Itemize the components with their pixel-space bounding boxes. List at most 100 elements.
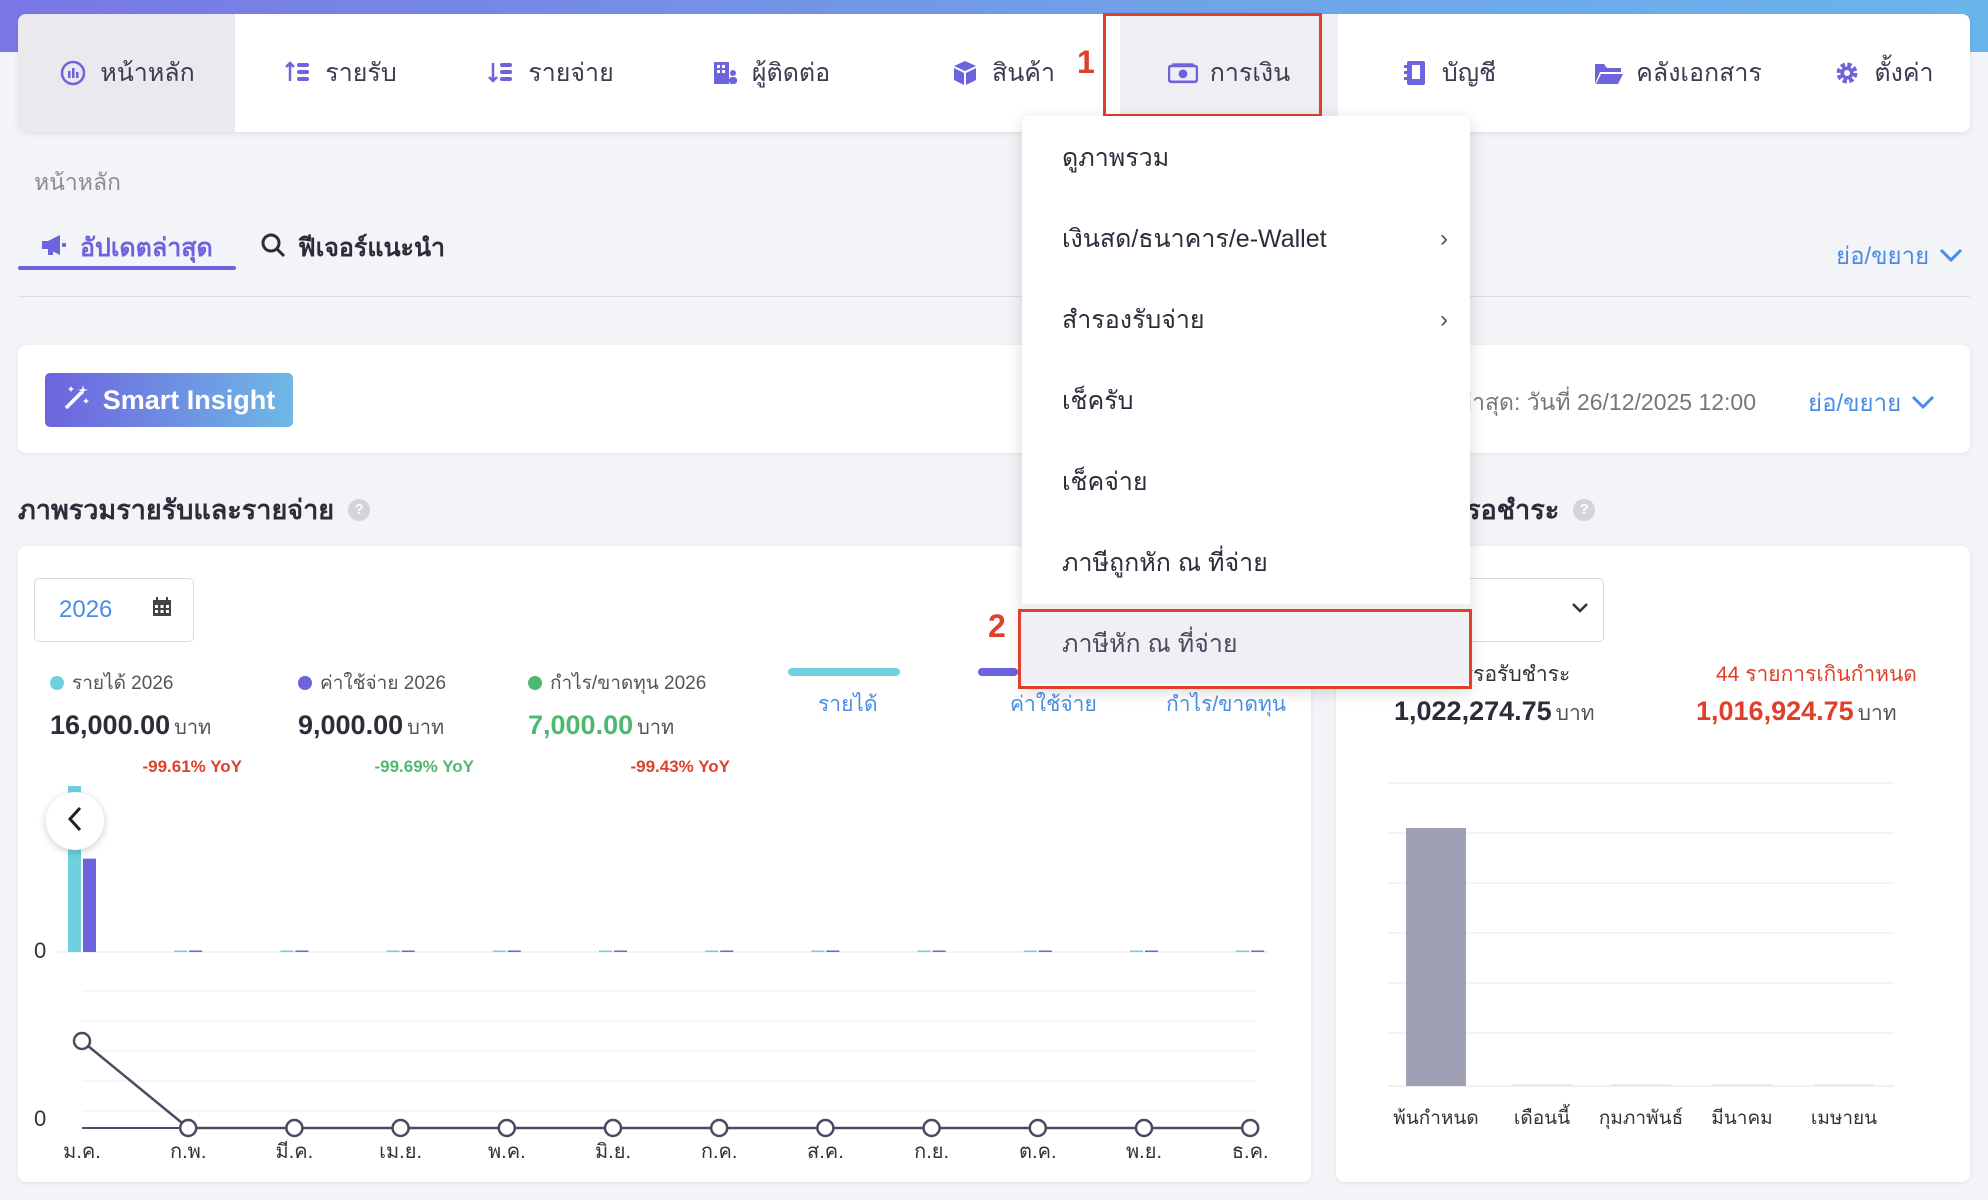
receivable-bar — [1814, 1084, 1874, 1086]
overdue-value: 1,016,924.75 — [1696, 696, 1854, 726]
tab-label: ฟีเจอร์แนะนำ — [298, 234, 446, 262]
profit-line — [81, 1040, 1251, 1130]
chevron-down-icon — [1571, 601, 1589, 619]
dropdown-item[interactable]: ดูภาพรวม — [1022, 118, 1470, 198]
collapse-toggle-updates[interactable]: ย่อ/ขยาย — [1836, 236, 1963, 275]
receivable-bar — [1611, 1084, 1671, 1086]
nav-item-finance[interactable]: การเงิน — [1120, 14, 1338, 132]
dropdown-item[interactable]: ภาษีถูกหัก ณ ที่จ่าย — [1022, 523, 1470, 603]
receivable-chart: พ้นกำหนด เดือนนี้ กุมภาพันธ์ มีนาคม เมษายน — [1388, 782, 1894, 1130]
x-tick-label: มิ.ย. — [595, 1141, 631, 1163]
bar-expense — [401, 950, 415, 952]
stat-unit: บาท — [407, 717, 445, 739]
dropdown-item-label: ดูภาพรวม — [1062, 144, 1170, 172]
smart-insight-button[interactable]: Smart Insight — [45, 373, 293, 427]
dropdown-item[interactable]: เงินสด/ธนาคาร/e-Wallet › — [1022, 199, 1470, 279]
year-picker[interactable]: 2026 — [34, 578, 194, 642]
chart-prev-button[interactable] — [46, 792, 104, 850]
nav-label: รายรับ — [325, 59, 397, 87]
income-dot — [50, 676, 64, 690]
x-tick-label: พ.ค. — [488, 1141, 526, 1163]
nav-label: การเงิน — [1209, 59, 1291, 87]
dropdown-item-label: เช็คจ่าย — [1062, 468, 1148, 496]
bar-income — [705, 950, 719, 952]
x-tick-label: เมษายน — [1811, 1108, 1877, 1129]
stat-label: รายได้ 2026 — [72, 673, 174, 694]
x-tick-label: พ้นกำหนด — [1393, 1108, 1479, 1129]
stat-value: 9,000.00 — [298, 710, 404, 740]
tab-latest-updates[interactable]: อัปเดตล่าสุด — [40, 228, 213, 268]
help-icon[interactable]: ? — [1573, 498, 1596, 521]
dropdown-item[interactable]: เช็ครับ — [1022, 361, 1470, 441]
dropdown-item-label: ภาษีหัก ณ ที่จ่าย — [1062, 630, 1238, 658]
legend-profit[interactable]: กำไร/ขาดทุน — [1166, 693, 1287, 716]
help-icon[interactable]: ? — [348, 498, 371, 521]
chevron-down-icon — [1911, 389, 1935, 417]
nav-item-expense[interactable]: รายจ่าย — [445, 14, 655, 132]
ledger-icon — [1400, 58, 1430, 88]
x-tick-label: ธ.ค. — [1232, 1141, 1269, 1163]
nav-item-accounts[interactable]: บัญชี — [1338, 14, 1558, 132]
bar-income — [174, 950, 188, 952]
bar-income — [811, 950, 825, 952]
nav-item-products[interactable]: สินค้า — [885, 14, 1120, 132]
bar-expense — [614, 950, 627, 952]
bar-expense — [295, 950, 309, 952]
x-tick-label: ส.ค. — [807, 1141, 844, 1163]
dropdown-item-label: สำรองรับจ่าย — [1062, 306, 1205, 334]
unit: บาท — [1857, 702, 1897, 725]
nav-label: สินค้า — [991, 59, 1056, 87]
dropdown-item[interactable]: สำรองรับจ่าย › — [1022, 280, 1470, 360]
profit-point — [922, 1118, 941, 1138]
contacts-icon — [710, 58, 740, 88]
section-title-text: ภาพรวมรายรับและรายจ่าย — [18, 495, 335, 525]
stat-label: ค่าใช้จ่าย 2026 — [320, 673, 447, 694]
nav-item-settings[interactable]: ตั้งค่า — [1798, 14, 1968, 132]
box-icon — [950, 58, 980, 88]
legend-swatch-expense — [978, 668, 1018, 676]
nav-item-documents[interactable]: คลังเอกสาร — [1558, 14, 1798, 132]
legend-income[interactable]: รายได้ — [818, 693, 878, 716]
collapse-toggle-insight[interactable]: ย่อ/ขยาย — [1808, 383, 1935, 422]
x-tick-label: กุมภาพันธ์ — [1599, 1107, 1683, 1130]
bar-income — [492, 950, 506, 952]
profit-point — [1134, 1118, 1154, 1138]
bar-expense — [1145, 950, 1158, 952]
nav-item-contacts[interactable]: ผู้ติดต่อ — [655, 14, 885, 132]
overview-chart: 0 0 ม.ค. ก.พ. มี.ค. เม.ย. พ.ค. มิ.ย. ก.ค. ส.ค. ก.ย… — [34, 786, 1269, 1163]
nav-label: รายจ่าย — [528, 59, 614, 87]
income-expense-overview-card: 2026 รายได้ 2026 16,000.00 บาท -99.61% Yo… — [18, 546, 1311, 1182]
receivable-bar — [1406, 828, 1466, 1086]
stat-yoy: -99.69% YoY — [374, 757, 474, 776]
main-nav: หน้าหลัก รายรับ รายจ่าย ผู้ติดต่อ สินค้า… — [18, 14, 1970, 132]
profit-point — [72, 1031, 92, 1051]
megaphone-icon — [40, 233, 68, 264]
bar-income — [280, 950, 294, 952]
legend-expense[interactable]: ค่าใช้จ่าย — [1010, 693, 1097, 716]
step-1-marker: 1 — [1077, 44, 1095, 80]
stat-unit: บาท — [637, 717, 675, 739]
unit: บาท — [1555, 702, 1595, 725]
finance-dropdown-menu: ดูภาพรวม เงินสด/ธนาคาร/e-Wallet › สำรองรับจ… — [1022, 116, 1470, 688]
x-tick-label: ก.ค. — [701, 1141, 738, 1163]
nav-label: บัญชี — [1441, 59, 1497, 87]
x-tick-label: พ.ย. — [1126, 1141, 1162, 1163]
chevron-left-icon — [66, 805, 84, 838]
profit-dot — [528, 676, 542, 690]
bar-expense — [1251, 950, 1265, 952]
tab-recommended-features[interactable]: ฟีเจอร์แนะนำ — [260, 228, 445, 268]
dropdown-item[interactable]: ภาษีหัก ณ ที่จ่าย — [1022, 604, 1470, 684]
overdue-amount: 1,016,924.75 บาท — [1696, 696, 1897, 730]
breadcrumb: หน้าหลัก — [34, 169, 121, 195]
pending-amount: 1,022,274.75 บาท — [1394, 696, 1595, 730]
nav-item-income[interactable]: รายรับ — [235, 14, 445, 132]
bar-income — [386, 950, 400, 952]
collapse-label: ย่อ/ขยาย — [1836, 243, 1930, 270]
dropdown-item[interactable]: เช็คจ่าย — [1022, 442, 1470, 522]
bar-expense — [507, 950, 521, 952]
x-tick-label: ก.พ. — [170, 1141, 206, 1163]
bar-income — [1130, 950, 1143, 952]
chevron-down-icon — [1939, 242, 1963, 270]
nav-item-home[interactable]: หน้าหลัก — [18, 14, 235, 132]
profit-point — [178, 1118, 198, 1138]
